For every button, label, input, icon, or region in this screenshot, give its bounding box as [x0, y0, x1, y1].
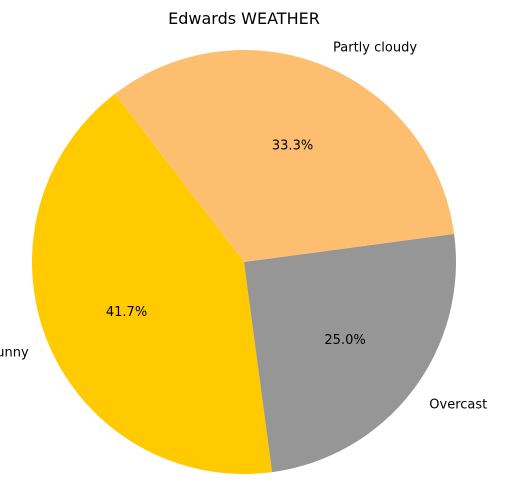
percent-label: 33.3% [272, 138, 313, 153]
pie-labels: 41.7% Sunny 25.0% Overcast 33.3% Partly cloud… [0, 40, 487, 412]
chart-title: Edwards WEATHER [168, 9, 320, 28]
pie-slices [31, 50, 456, 475]
pie-slice-partly-cloudy [114, 50, 455, 262]
category-label: Overcast [429, 398, 487, 413]
category-label: Partly cloudy [333, 40, 417, 55]
percent-label: 25.0% [324, 333, 365, 348]
pie-slice-overcast [244, 233, 456, 473]
percent-label: 41.7% [106, 305, 147, 320]
pie-slice-sunny [31, 93, 273, 475]
category-label: Sunny [0, 345, 29, 360]
